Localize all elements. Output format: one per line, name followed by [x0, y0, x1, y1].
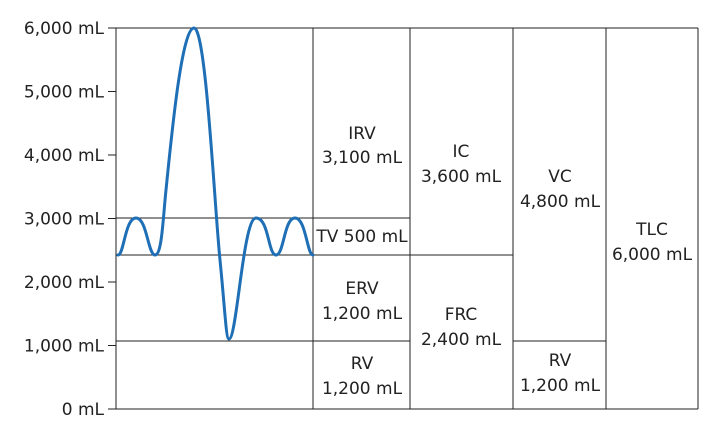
ic-label: IC: [453, 142, 470, 162]
irv-value: 3,100 mL: [322, 148, 403, 168]
vc-value: 4,800 mL: [520, 192, 601, 212]
y-tick-label: 0 mL: [62, 400, 105, 420]
y-tick-label: 6,000 mL: [24, 19, 105, 39]
frc-label: FRC: [445, 305, 478, 325]
tv-label: TV 500 mL: [315, 227, 408, 247]
rv-value: 1,200 mL: [322, 379, 403, 399]
vc-label: VC: [548, 167, 572, 187]
rv-value-col3: 1,200 mL: [520, 376, 601, 396]
y-tick-label: 2,000 mL: [24, 273, 105, 293]
erv-label: ERV: [345, 279, 379, 299]
frc-value: 2,400 mL: [421, 330, 502, 350]
y-tick-label: 4,000 mL: [24, 146, 105, 166]
y-tick-label: 1,000 mL: [24, 337, 105, 357]
y-axis-ticks: 6,000 mL 5,000 mL 4,000 mL 3,000 mL 2,000 mL…: [24, 19, 116, 420]
ic-value: 3,600 mL: [421, 167, 502, 187]
y-tick-label: 3,000 mL: [24, 210, 105, 230]
rv-label: RV: [351, 354, 374, 374]
y-tick-label: 5,000 mL: [24, 83, 105, 103]
tlc-value: 6,000 mL: [612, 245, 693, 265]
tlc-label: TLC: [635, 220, 668, 240]
spirometry-trace: [116, 26, 315, 341]
erv-value: 1,200 mL: [322, 304, 403, 324]
rv-label-col3: RV: [549, 351, 572, 371]
irv-label: IRV: [348, 124, 376, 144]
